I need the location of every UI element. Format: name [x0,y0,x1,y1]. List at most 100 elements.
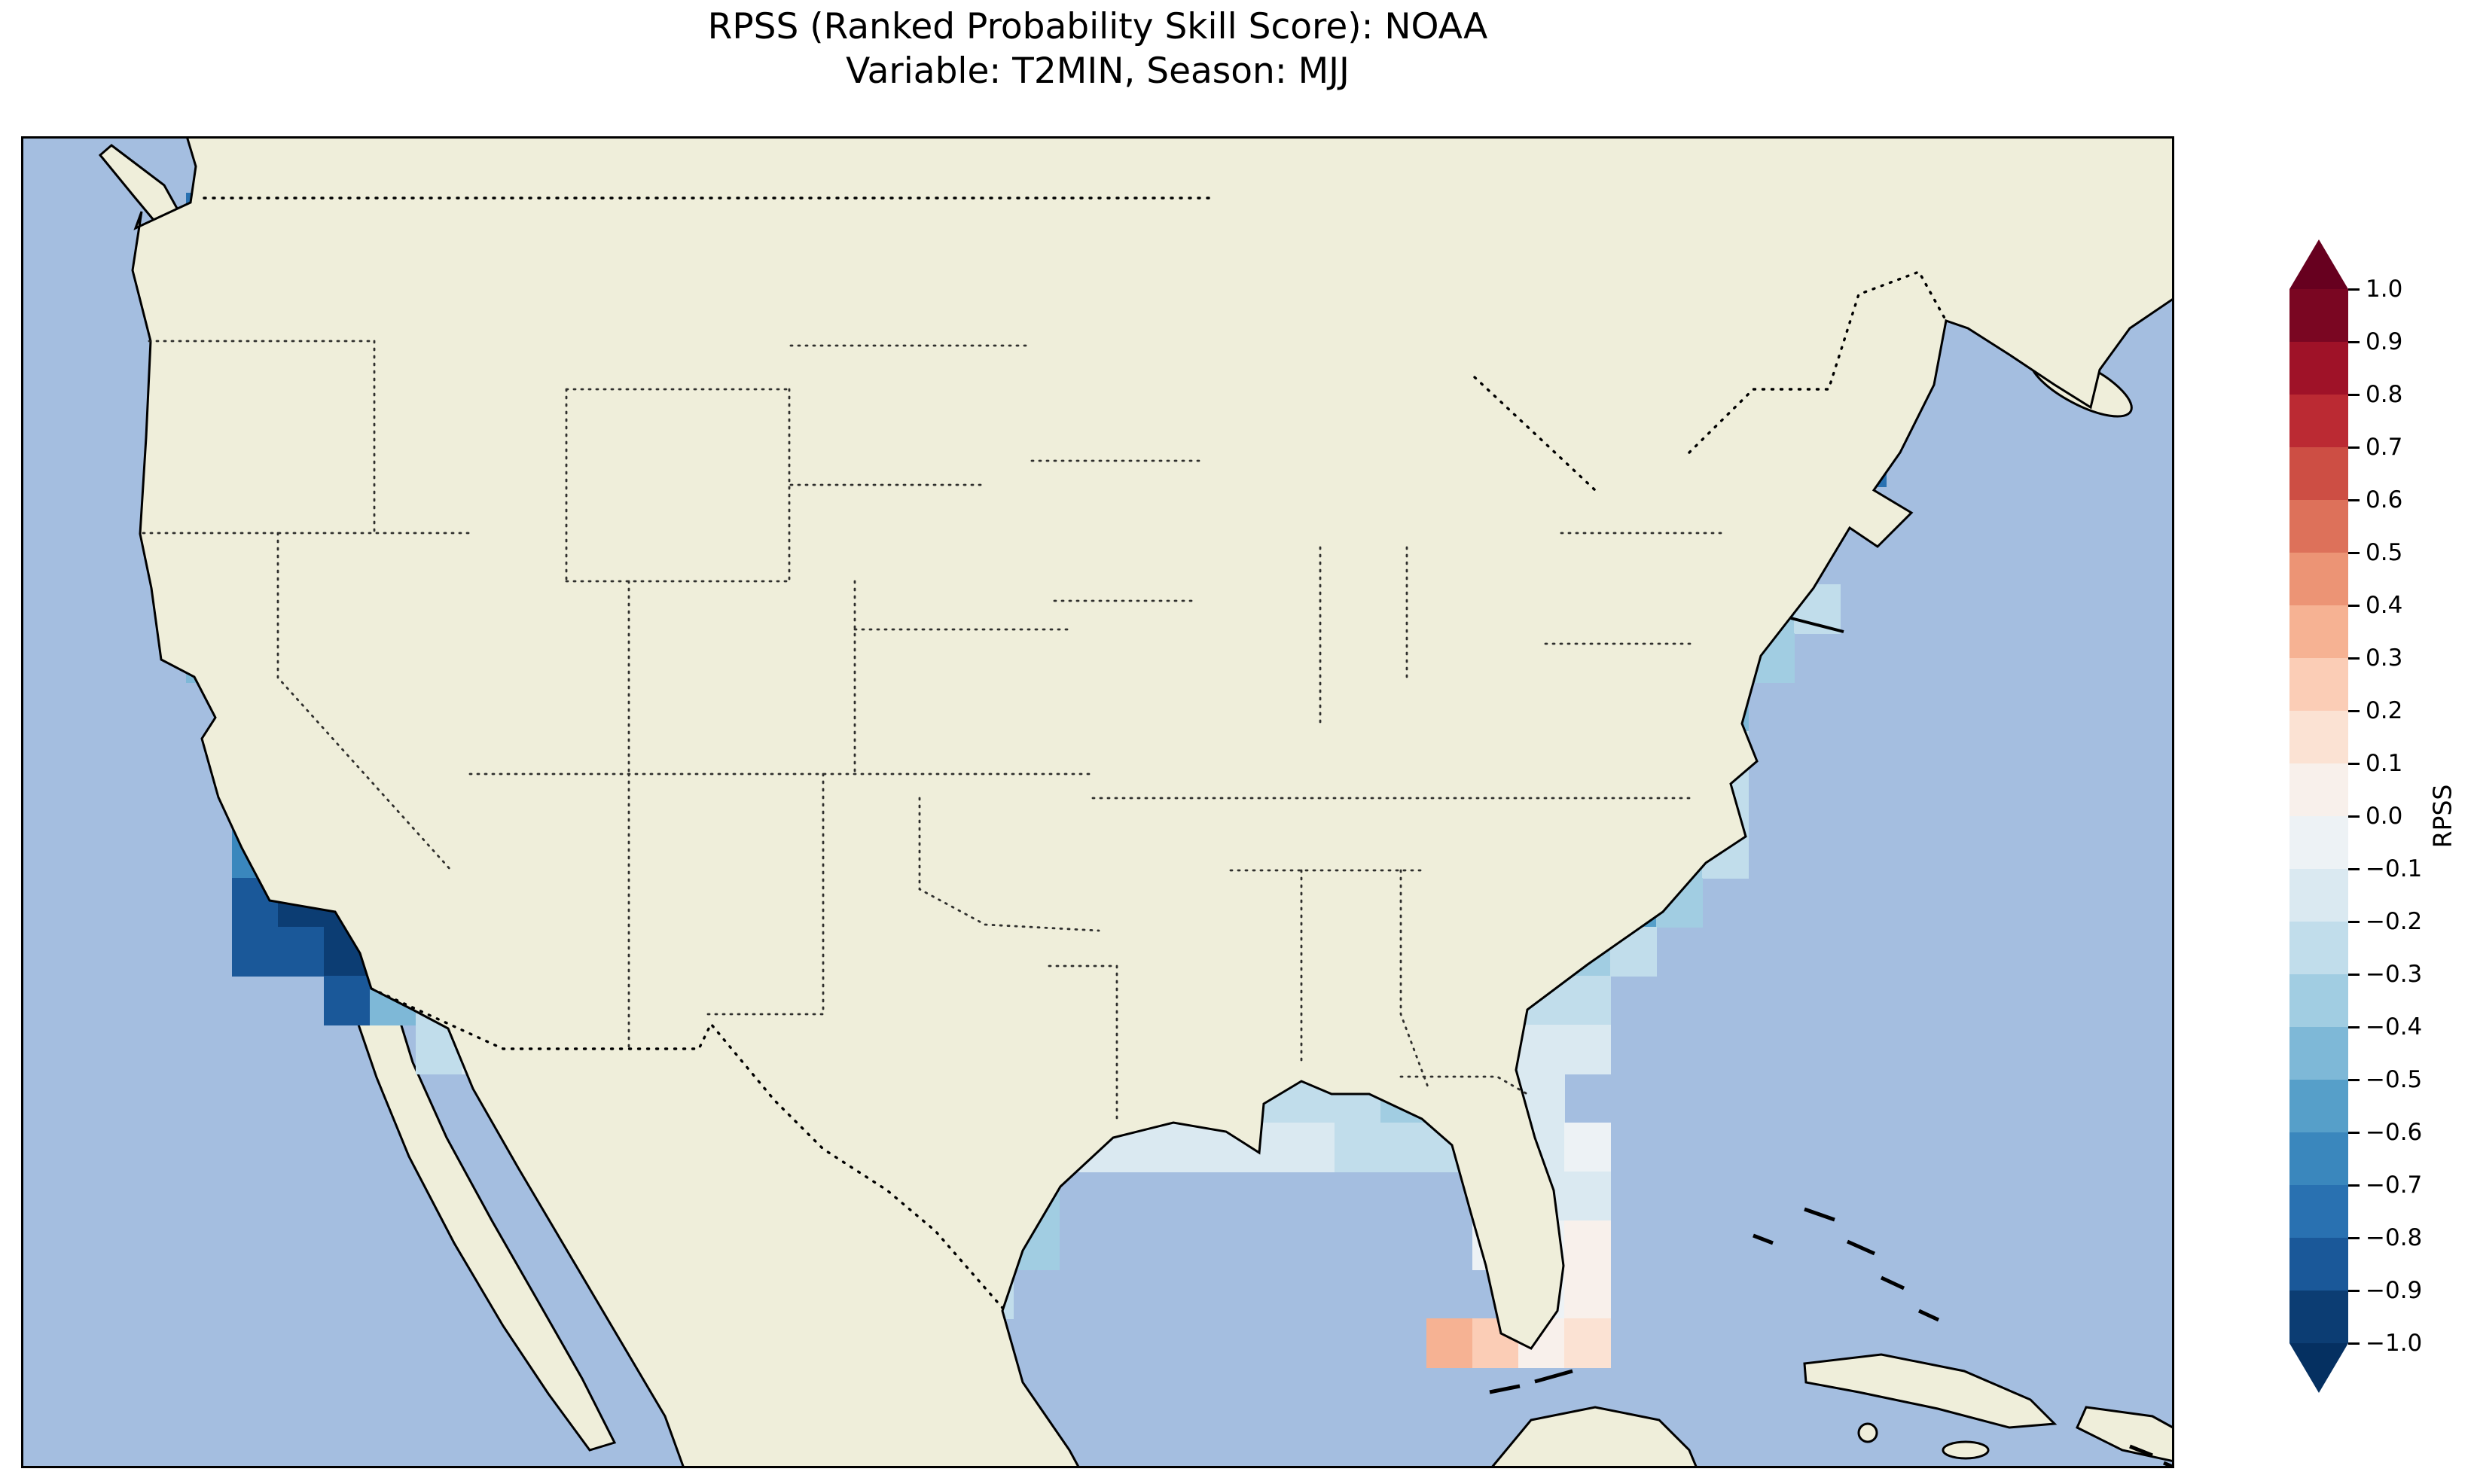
colorbar-segment [2289,1080,2348,1132]
colorbar-tick-label: 0.4 [2366,592,2403,619]
axes-frame [21,136,2174,1468]
colorbar-tick-label: 0.2 [2366,697,2403,724]
chart-title: RPSS (Ranked Probability Skill Score): N… [21,5,2174,93]
colorbar-over-arrow [2289,239,2348,289]
heat-cell [278,927,325,977]
colorbar-segment [2289,395,2348,447]
colorbar-segment [2289,1027,2348,1080]
yucatan [1490,1406,1698,1468]
mexico-border-dotted [370,987,1004,1309]
colorbar-tick [2348,393,2360,396]
heat-cell [1564,1269,1611,1319]
colorbar-segment [2289,1291,2348,1343]
colorbar-tick [2348,867,2360,870]
colorbar-tick-label: 0.8 [2366,381,2403,408]
colorbar-under-arrow [2289,1343,2348,1393]
colorbar-tick-label: −0.9 [2366,1277,2423,1304]
colorbar-tick [2348,1078,2360,1081]
colorbar-segment [2289,869,2348,922]
colorbar-segment [2289,500,2348,553]
heat-cell [1564,1172,1611,1221]
heat-cell [1564,1123,1611,1172]
baja-california [351,992,617,1452]
colorbar-tick [2348,1236,2360,1239]
colorbar-segment [2289,816,2348,869]
colorbar-tick-label: 0.1 [2366,750,2403,777]
cuba [1803,1353,2058,1429]
colorbar-tick-label: 0.3 [2366,644,2403,672]
colorbar-tick [2348,973,2360,976]
colorbar-segment [2289,1238,2348,1291]
colorbar-tick [2348,920,2360,923]
colorbar-tick-label: −0.6 [2366,1119,2423,1146]
colorbar-tick [2348,446,2360,449]
hispaniola [2076,1406,2174,1463]
heat-cell [1564,1025,1611,1074]
florida-keys-dashes [1489,1369,1573,1394]
heat-cell [1564,1318,1611,1368]
colorbar-segment [2289,658,2348,711]
colorbar-tick-label: 0.9 [2366,328,2403,355]
colorbar-tick-label: 1.0 [2366,276,2403,303]
colorbar-tick [2348,498,2360,501]
colorbar-tick-label: 0.7 [2366,434,2403,461]
heat-cell [1518,1025,1565,1074]
colorbar-tick [2348,604,2360,607]
colorbar-tick [2348,1131,2360,1134]
colorbar-tick-label: 0.5 [2366,539,2403,566]
colorbar-tick [2348,1025,2360,1028]
colorbar-tick [2348,1342,2360,1345]
colorbar-segment [2289,711,2348,763]
colorbar-tick [2348,762,2360,765]
colorbar-segment [2289,289,2348,342]
us-rpss-heatmap-svg [21,136,2174,1468]
heat-cell [1151,1123,1197,1172]
colorbar-tick [2348,1184,2360,1187]
colorbar-segment [2289,605,2348,658]
colorbar-gradient [2289,289,2348,1343]
colorbar-tick-label: −0.7 [2366,1172,2423,1199]
chart-title-line2: Variable: T2MIN, Season: MJJ [846,50,1350,93]
heat-cell [1564,1220,1611,1270]
colorbar-tick [2348,551,2360,554]
chart-title-line1: RPSS (Ranked Probability Skill Score): N… [707,6,1488,47]
heat-cell [324,976,371,1025]
colorbar-tick-label: −0.2 [2366,908,2423,935]
colorbar-tick [2348,709,2360,712]
colorbar-segment [2289,1132,2348,1185]
heat-cell [1380,1123,1427,1172]
heat-cell [1335,1123,1381,1172]
colorbar-segment [2289,922,2348,974]
isle-of-youth [1857,1422,1878,1443]
colorbar-tick-label: 0.6 [2366,486,2403,513]
colorbar-segment [2289,763,2348,816]
colorbar-tick [2348,288,2360,291]
colorbar-tick [2348,1289,2360,1292]
heat-cell [232,927,279,977]
state-borders-dotted [142,340,1723,1122]
colorbar-tick-label: −0.3 [2366,961,2423,988]
map-panel [21,136,2174,1468]
colorbar-tick-label: −0.4 [2366,1013,2423,1041]
colorbar-segment [2289,974,2348,1027]
colorbar-tick-label: −0.8 [2366,1224,2423,1251]
colorbar-tick-label: −0.1 [2366,855,2423,882]
colorbar-tick-label: −0.5 [2366,1066,2423,1093]
colorbar-segment [2289,553,2348,605]
bahamas-dashes [1753,1207,1940,1322]
colorbar-tick [2348,340,2360,343]
colorbar-segment [2289,342,2348,395]
colorbar-tick [2348,815,2360,818]
colorbar: 1.0 0.9 0.8 0.7 0.6 0.5 0.4 0.3 0.2 0.1 0.0 −0.1 −0.… [2289,239,2474,1403]
colorbar-segment [2289,447,2348,500]
long-island [1790,617,1844,633]
colorbar-axis-label: RPSS [2427,784,2457,849]
colorbar-tick-label: 0.0 [2366,803,2403,830]
jamaica [1942,1440,1990,1460]
colorbar-tick [2348,657,2360,660]
heat-cell [1289,1123,1335,1172]
heat-cell [1564,976,1611,1025]
colorbar-tick-label: −1.0 [2366,1330,2423,1357]
colorbar-segment [2289,1185,2348,1238]
